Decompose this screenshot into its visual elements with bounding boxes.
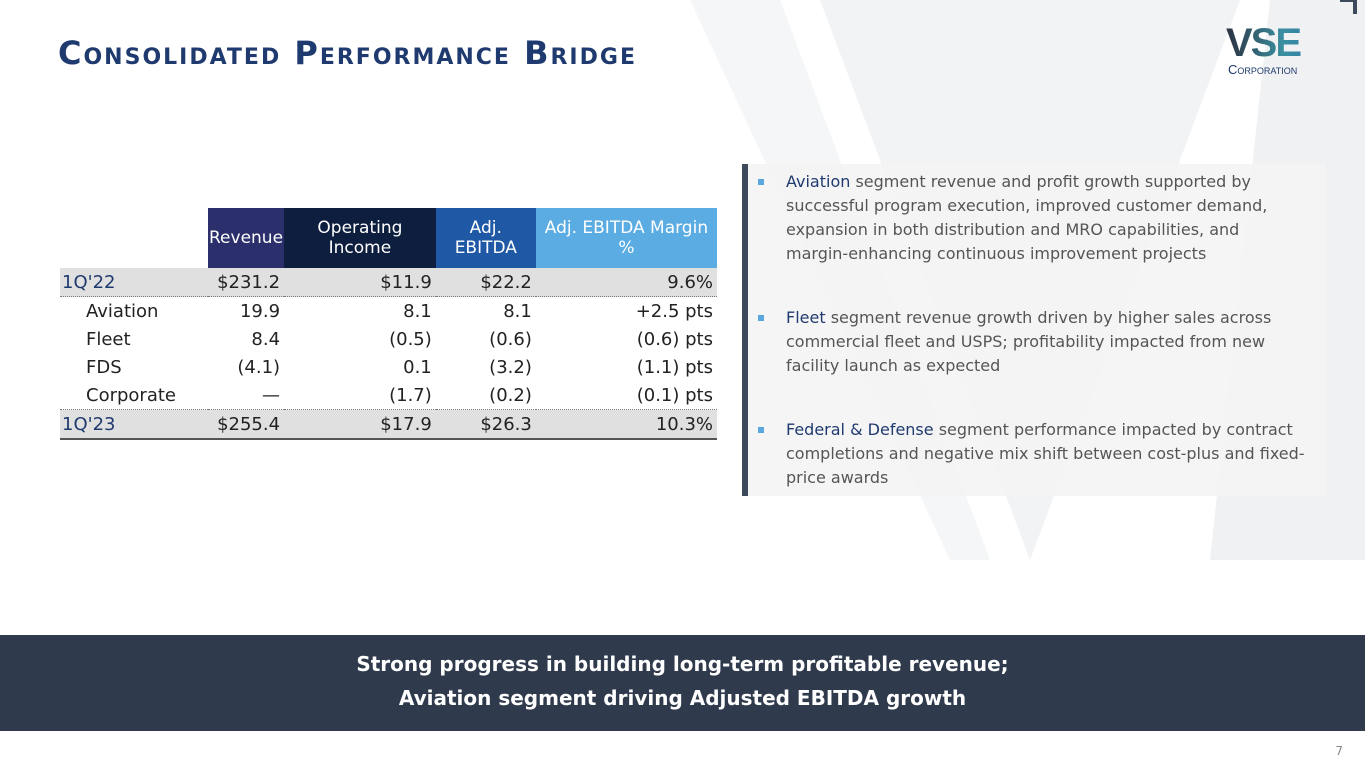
header-revenue: Revenue (208, 208, 285, 268)
bullet-icon (758, 427, 764, 433)
cell-adj-ebitda: $26.3 (435, 409, 536, 440)
cell-revenue: $255.4 (208, 409, 285, 440)
page-number: 7 (1335, 744, 1343, 758)
cell-operating-income: (0.5) (389, 328, 432, 350)
row-label: FDS (86, 356, 122, 378)
cell-revenue: — (208, 381, 285, 410)
row-label: 1Q'22 (60, 268, 208, 297)
bullet-lead: Aviation (786, 172, 851, 191)
table-row: 1Q'23 $255.4 $17.9 $26.3 10.3% (60, 409, 717, 440)
logo-subtitle: Corporation (1228, 62, 1298, 77)
table-row: FDS (4.1) 0.1 (3.2) (1.1) pts (60, 353, 717, 381)
bullet-lead: Fleet (786, 308, 826, 327)
cell-adj-ebitda: (0.2) (435, 381, 536, 410)
cell-adj-ebitda: (0.6) (489, 328, 532, 350)
bullet-lead: Federal & Defense (786, 420, 934, 439)
banner-line-1: Strong progress in building long-term pr… (356, 652, 1009, 676)
cell-margin: +2.5 pts (635, 300, 713, 322)
page-title: Consolidated Performance Bridge (58, 34, 637, 72)
cell-margin: (0.6) pts (636, 328, 713, 350)
cell-operating-income: 8.1 (403, 300, 432, 322)
cell-operating-income: $11.9 (284, 268, 436, 297)
cell-revenue: (4.1) (237, 356, 281, 378)
header-operating-income: Operating Income (284, 208, 436, 268)
cell-adj-ebitda: 8.1 (503, 300, 532, 322)
header-blank (60, 208, 208, 268)
cell-margin: (0.1) pts (535, 381, 717, 410)
bullet-aviation: Aviation segment revenue and profit grow… (758, 170, 1306, 266)
cell-operating-income: $17.9 (284, 409, 436, 440)
row-label: Aviation (86, 300, 159, 322)
cell-operating-income: 0.1 (403, 356, 432, 378)
cell-revenue: 19.9 (239, 300, 281, 322)
table-row: Aviation 19.9 8.1 8.1 +2.5 pts (60, 297, 717, 326)
key-takeaway-banner: Strong progress in building long-term pr… (0, 635, 1365, 731)
table-row: 1Q'22 $231.2 $11.9 $22.2 9.6% (60, 268, 717, 297)
cell-operating-income: (1.7) (284, 381, 436, 410)
bullet-text: segment revenue growth driven by higher … (786, 308, 1272, 375)
logo-mark: VSE (1226, 23, 1338, 63)
bullet-icon (758, 179, 764, 185)
performance-bridge-table: Revenue Operating Income Adj. EBITDA Adj… (60, 208, 717, 440)
row-label: Corporate (60, 381, 208, 410)
banner-line-2: Aviation segment driving Adjusted EBITDA… (398, 686, 967, 710)
cell-margin: 10.3% (535, 409, 717, 440)
bullet-text: segment performance impacted by contract… (786, 420, 1305, 487)
cell-margin: (1.1) pts (636, 356, 713, 378)
commentary-panel: Aviation segment revenue and profit grow… (742, 164, 1326, 496)
row-label: 1Q'23 (60, 409, 208, 440)
bullet-text: segment revenue and profit growth suppor… (786, 172, 1268, 263)
bullet-icon (758, 315, 764, 321)
cell-revenue: 8.4 (251, 328, 281, 350)
vse-logo: VSE Corporation (1226, 23, 1338, 80)
header-adj-ebitda: Adj. EBITDA (435, 208, 536, 268)
bullet-fleet: Fleet segment revenue growth driven by h… (758, 306, 1306, 378)
cell-adj-ebitda: $22.2 (435, 268, 536, 297)
bullet-federal-defense: Federal & Defense segment performance im… (758, 418, 1306, 490)
cell-margin: 9.6% (535, 268, 717, 297)
table-row: Fleet 8.4 (0.5) (0.6) (0.6) pts (60, 325, 717, 353)
cell-adj-ebitda: (3.2) (489, 356, 532, 378)
header-margin: Adj. EBITDA Margin % (535, 208, 717, 268)
row-label: Fleet (86, 328, 131, 350)
cell-revenue: $231.2 (208, 268, 285, 297)
table-row: Corporate — (1.7) (0.2) (0.1) pts (60, 381, 717, 410)
